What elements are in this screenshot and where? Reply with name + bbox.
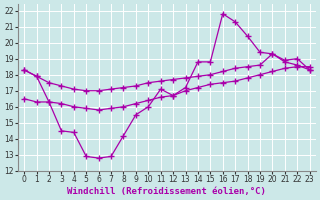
- X-axis label: Windchill (Refroidissement éolien,°C): Windchill (Refroidissement éolien,°C): [68, 187, 266, 196]
